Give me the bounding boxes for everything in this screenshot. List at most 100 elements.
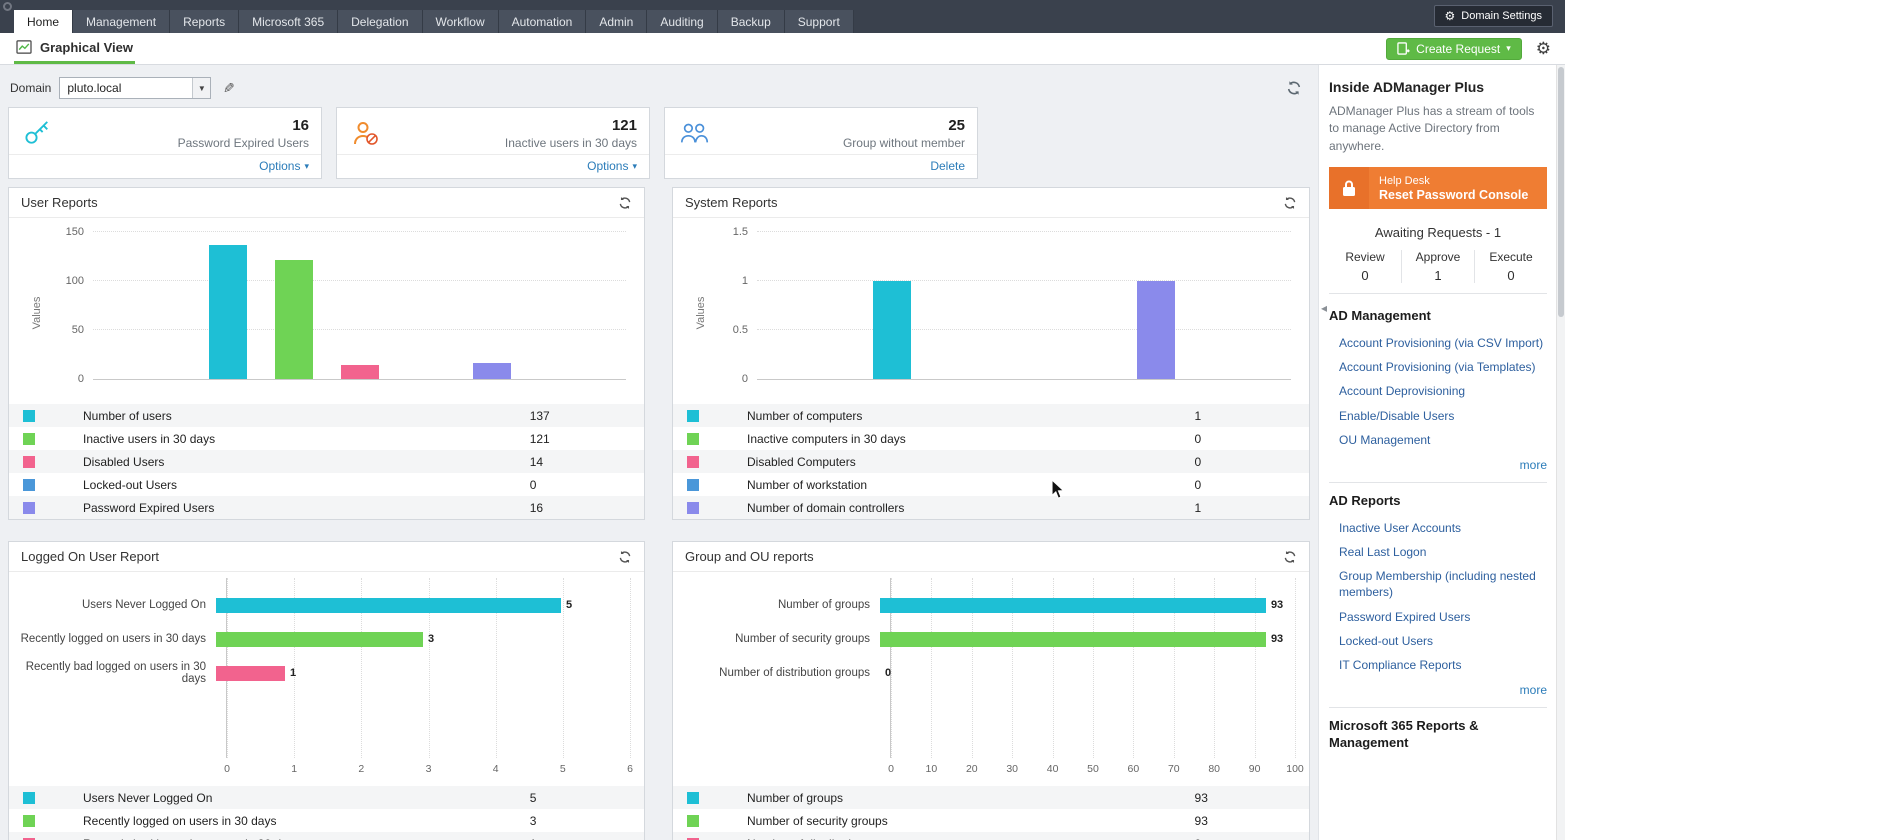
legend-value: 1 [530,837,537,840]
awaiting-requests-stats: Review 0 Approve 1 Execute 0 [1329,250,1547,295]
select-dropdown-icon[interactable]: ▼ [192,78,211,98]
card-label: Inactive users in 30 days [504,135,637,150]
legend-value: 16 [529,500,544,515]
awaiting-request-stat[interactable]: Review 0 [1329,250,1402,284]
sidebar-link[interactable]: IT Compliance Reports [1339,658,1462,673]
x-tick-label: 10 [925,763,938,775]
legend-value: 5 [529,790,537,805]
legend-label: Number of users [83,408,172,423]
refresh-dashboard-icon[interactable] [1286,80,1302,96]
sidebar-title: Inside ADManager Plus [1329,79,1485,95]
legend-row: Inactive computers in 30 days 0 [673,427,1309,450]
bar-value: 0 [885,667,892,679]
refresh-icon[interactable] [618,550,632,564]
nav-tabs: Home Management Reports Microsoft 365 De… [14,10,854,33]
legend-swatch [687,409,699,422]
x-tick-label: 4 [492,763,499,775]
sidebar-link[interactable]: Account Provisioning (via CSV Import) [1339,336,1544,351]
legend-swatch [23,791,35,804]
hbar-row-recently-bad-logged-on-users-in-30-days: Recently bad logged on users in 30 days 1 [9,656,630,690]
bar-value: 93 [1270,633,1284,645]
sidebar-collapse-arrow[interactable]: ◂ [1320,301,1328,315]
legend-label: Number of computers [747,408,863,423]
nav-tab[interactable]: Management [73,10,171,33]
x-tick-label: 1 [291,763,298,775]
refresh-icon[interactable] [1283,550,1297,564]
options-link[interactable]: Options ▾ [587,159,637,173]
sidebar-link[interactable]: Group Membership (including nested membe… [1339,569,1536,600]
logo-fragment [3,2,12,11]
domain-select[interactable]: pluto.local ▼ [59,77,212,99]
legend-value: 3 [529,813,537,828]
sidebar-link[interactable]: Account Deprovisioning [1339,384,1466,399]
delete-link[interactable]: Delete [930,159,965,173]
awaiting-request-stat[interactable]: Approve 1 [1402,250,1475,284]
panel-title: User Reports [21,195,98,210]
legend-swatch [23,814,35,827]
vertical-scrollbar[interactable] [1556,65,1565,840]
x-tick-label: 2 [358,763,365,775]
panel-title: System Reports [685,195,778,210]
summary-cards: 16 Password Expired Users Options ▾ [8,107,1310,179]
bar-password-expired-users [472,363,511,379]
bar-number-of-users [208,244,247,379]
nav-tab[interactable]: Home [14,10,74,33]
stat-label: Execute [1489,250,1533,265]
legend-row: Disabled Users 14 [9,450,644,473]
legend-swatch [687,432,699,445]
nav-tab[interactable]: Delegation [338,10,423,33]
x-tick-label: 40 [1046,763,1059,775]
legend-row: Recently bad logged on users in 30 days 1 [9,832,644,840]
nav-tab[interactable]: Automation [498,10,587,33]
nav-tab[interactable]: Microsoft 365 [239,10,339,33]
help-desk-banner[interactable]: Help Desk Reset Password Console [1329,167,1547,210]
legend-value: 137 [529,408,550,423]
awaiting-request-stat[interactable]: Execute 0 [1475,250,1547,283]
legend-label: Number of domain controllers [747,500,905,515]
panel-title: Logged On User Report [21,549,160,564]
sidebar-link[interactable]: Password Expired Users [1339,609,1471,624]
toolbar: Graphical View Create Request ▾ ⚙ [0,33,1565,65]
bar-inactive-users-in-30-days [274,260,313,379]
nav-tab[interactable]: Admin [586,10,648,33]
scrollbar-thumb[interactable] [1558,67,1564,317]
legend-value: 0 [529,477,537,492]
category-label: Recently logged on users in 30 days [20,633,206,645]
settings-gear-icon[interactable]: ⚙ [1535,38,1551,58]
sidebar-link[interactable]: Inactive User Accounts [1339,520,1462,535]
sidebar-link[interactable]: Account Provisioning (via Templates) [1339,360,1536,375]
section-heading: AD Management [1329,308,1431,324]
panel-user-reports: User Reports Values 0 50 100 150 Number of us… [8,187,645,520]
options-link[interactable]: Options ▾ [259,159,309,173]
legend-swatch [687,814,699,827]
nav-tab[interactable]: Workflow [422,10,499,33]
more-link[interactable]: more [1329,452,1547,483]
more-link[interactable]: more [1329,677,1547,709]
sidebar-link[interactable]: OU Management [1339,432,1431,447]
create-request-button[interactable]: Create Request ▾ [1386,37,1522,60]
section-ad-reports: AD Reports Inactive User Accounts Real La… [1329,483,1547,709]
legend-row: Password Expired Users 16 [9,496,644,519]
user-reports-chart: Values 0 50 100 150 Number of users 137 Inactiv… [9,226,644,519]
card-inactive-users: 121 Inactive users in 30 days Options ▾ [336,107,650,179]
section-heading: Microsoft 365 Reports & Management [1329,718,1479,751]
legend-swatch [687,455,699,468]
legend-value: 121 [529,431,550,446]
sidebar-link[interactable]: Locked-out Users [1339,633,1434,648]
group-ou-chart: 0 10 20 30 40 50 60 70 80 90 100 Number of groups 93… [673,572,1309,840]
tab-graphical-view[interactable]: Graphical View [14,33,135,64]
legend-label: Inactive computers in 30 days [747,431,906,446]
nav-tab[interactable]: Backup [717,10,785,33]
legend-swatch [23,432,35,445]
domain-settings-button[interactable]: ⚙ Domain Settings [1433,5,1553,27]
edit-domain-pencil-icon[interactable]: ✎ [223,79,236,96]
nav-tab[interactable]: Reports [170,10,240,33]
nav-tab[interactable]: Support [784,10,854,33]
refresh-icon[interactable] [1283,196,1297,210]
bar-value: 3 [428,633,435,645]
nav-tab[interactable]: Auditing [647,10,718,33]
sidebar-link[interactable]: Real Last Logon [1339,545,1427,560]
refresh-icon[interactable] [618,196,632,210]
sidebar-link[interactable]: Enable/Disable Users [1339,408,1455,423]
legend-label: Recently bad logged on users in 30 days [83,837,300,840]
